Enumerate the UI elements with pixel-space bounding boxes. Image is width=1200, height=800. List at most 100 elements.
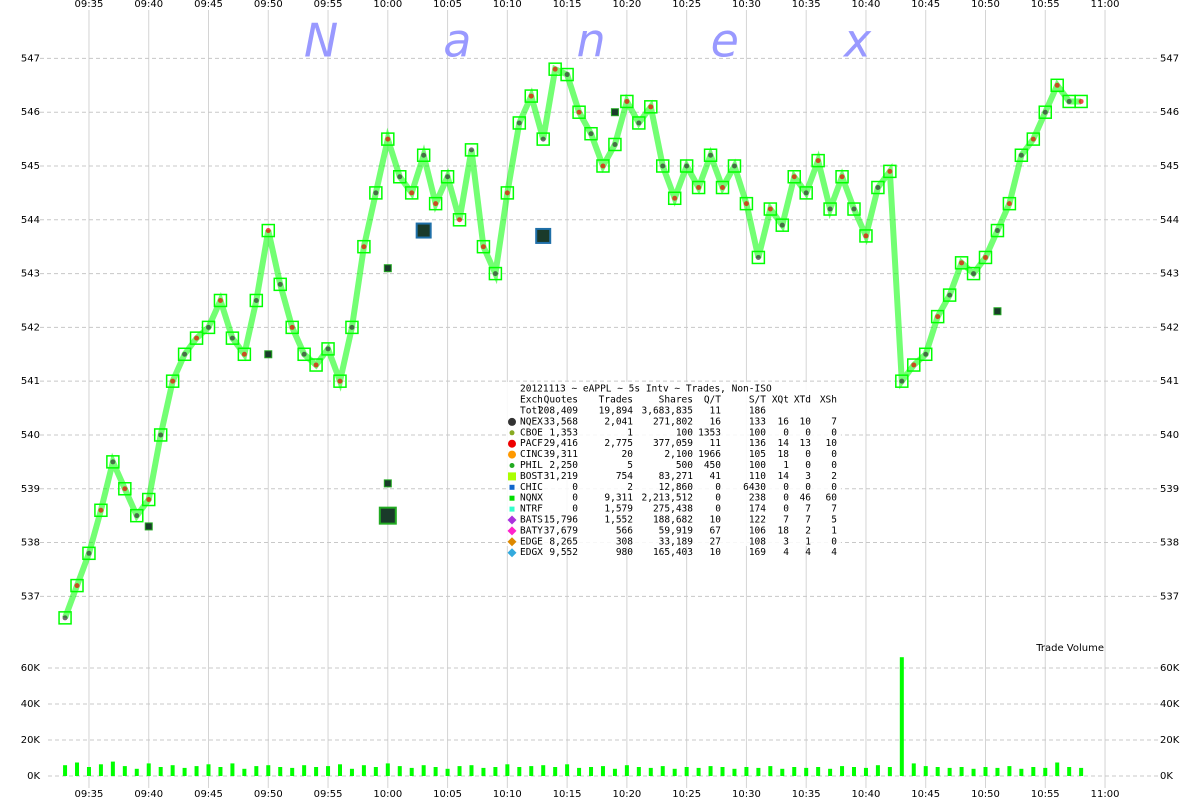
volume-bar [684,767,689,776]
x-tick-label: 10:15 [553,0,582,10]
outlier-trade [264,350,273,359]
y2-tick-label: 60K [1160,663,1180,674]
volume-bar [648,767,653,776]
trade-marker-small [445,174,451,180]
legend-cell: 10 [826,438,838,449]
legend-cell: 133 [749,416,766,427]
volume-bar [863,767,868,776]
legend-cell: 46 [800,493,812,504]
legend-cell: 0 [572,504,578,515]
legend-cell: 0 [831,427,837,438]
y-tick-label: 546 [21,107,40,118]
legend-cell: 165,403 [653,547,693,558]
legend-cell: 7 [805,515,811,526]
trade-marker-small [253,297,259,303]
volume-bar [923,766,928,776]
legend-cell: 60 [826,493,838,504]
legend-cell: 10 [800,416,812,427]
volume-bar [457,766,462,776]
y-tick-label: 539 [1160,484,1179,495]
legend-cell: 0 [715,482,721,493]
legend-cell: 67 [710,525,721,536]
trade-marker [189,331,204,345]
trade-marker-small [217,297,223,303]
volume-bar [98,764,103,776]
volume-bar [242,768,247,776]
trade-marker [596,159,610,173]
trade-marker-small [947,292,953,298]
legend-cell: 450 [704,460,721,471]
trade-marker [297,347,311,362]
trade-marker [369,186,383,200]
volume-bar [110,761,115,776]
legend-cell: 0 [805,482,811,493]
y-tick-label: 546 [1160,107,1179,118]
trade-marker-small [313,362,319,368]
legend-cell: 7 [831,416,837,427]
volume-bar [577,767,582,776]
volume-bar [983,767,988,776]
trade-marker-small [504,190,510,196]
legend-cell: 11 [710,438,722,449]
y-tick-label: 538 [1160,538,1179,549]
trade-marker [954,256,969,270]
trade-marker-small [516,120,522,126]
trade-marker [500,186,515,200]
legend-cell: 4 [783,547,789,558]
legend-cell: PHIL [520,460,543,471]
volume-bar [911,763,916,776]
volume-bar [792,767,797,776]
legend-cell: 500 [676,460,693,471]
trade-marker-small [122,486,128,492]
trade-marker-small [755,254,761,260]
trade-marker [655,159,670,173]
trade-marker [58,611,72,625]
trade-marker-small [241,351,247,357]
trade-marker [560,67,574,82]
x-tick-label: 10:45 [911,789,940,800]
legend-marker [509,430,515,436]
trade-marker-small [839,174,845,180]
volume-bar [624,765,629,776]
volume-bar [278,767,283,776]
trade-marker [309,358,323,372]
legend-bg [506,382,841,546]
legend-cell: 59,919 [659,525,694,536]
trade-marker [847,202,861,216]
volume-bar [254,766,259,776]
trade-marker-small [863,233,869,239]
y-tick-label: 547 [1160,53,1179,64]
x-tick-label: 09:40 [134,0,163,10]
legend-marker [509,463,515,468]
trade-marker-small [433,201,439,207]
trade-marker [620,94,634,109]
legend-cell: 5 [627,460,633,471]
trade-marker-small [528,93,534,99]
legend-marker [509,484,515,490]
trade-marker-small [767,206,773,212]
legend-cell: 10 [710,515,722,526]
volume-bar [349,768,354,776]
legend-cell: 9,311 [604,493,633,504]
volume-bar [589,767,594,776]
legend-header: S/T [749,395,766,406]
trade-marker [859,229,873,243]
trade-marker-small [349,324,355,330]
trade-marker-small [1054,82,1060,88]
volume-bar [852,767,857,776]
trade-marker-small [648,104,654,110]
x-tick-label: 10:50 [971,0,1000,10]
legend-cell: 14 [778,438,790,449]
x-tick-label: 09:50 [254,0,283,10]
volume-bar [768,766,773,776]
trade-marker [667,191,682,206]
trade-marker [715,180,730,195]
trade-marker-small [994,228,1000,234]
trade-marker [679,159,694,173]
trade-marker [153,428,168,442]
legend-cell: 0 [831,449,837,460]
legend-cell: BATS [520,515,543,526]
trade-marker [1026,132,1041,146]
trade-marker [524,89,539,103]
y2-tick-label: 0K [1160,771,1173,782]
